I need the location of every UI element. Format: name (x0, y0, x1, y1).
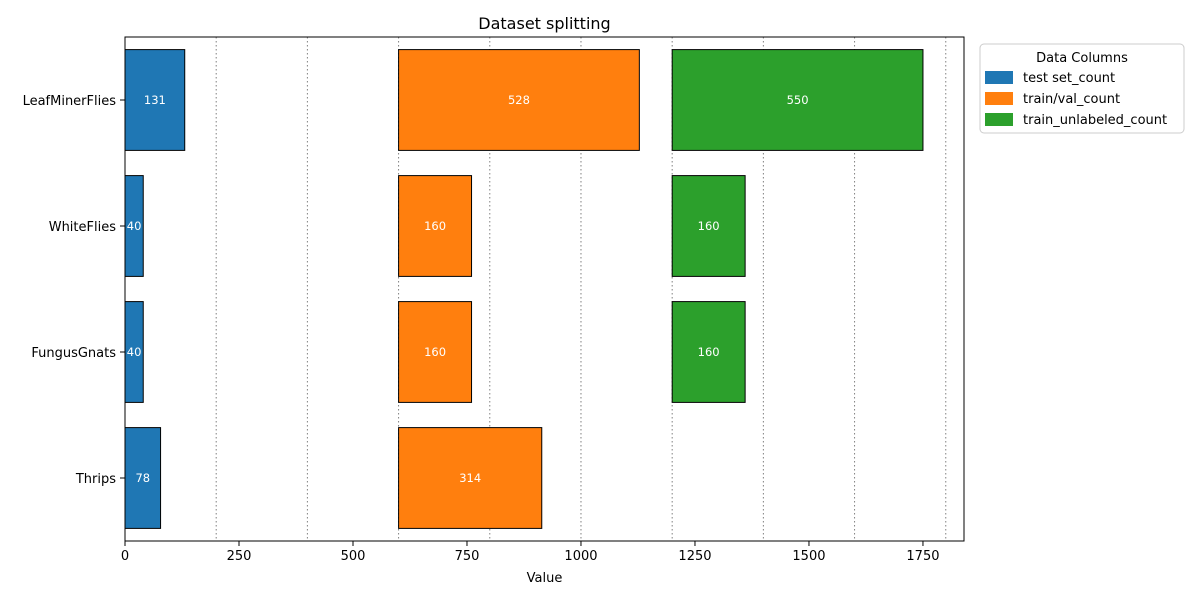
bar (124, 49, 186, 151)
bar (398, 427, 543, 529)
x-tick-label: 1750 (906, 549, 939, 564)
bar-value-label: 0 (675, 471, 682, 485)
x-tick-label: 0 (121, 549, 129, 564)
legend-swatch (985, 71, 1013, 84)
y-tick-label: Thrips (75, 472, 116, 487)
y-tick-label: WhiteFlies (49, 220, 116, 235)
axes (124, 36, 965, 542)
bar-value-label: 78 (135, 471, 150, 485)
bar (671, 301, 746, 403)
bar-value-label: 40 (127, 219, 142, 233)
x-tick-label: 750 (455, 549, 480, 564)
bar (398, 175, 473, 277)
bar-value-label: 160 (424, 345, 446, 359)
y-tick-label: LeafMinerFlies (23, 94, 117, 109)
bar (671, 175, 746, 277)
legend-label: train/val_count (1023, 92, 1120, 107)
bar-value-label: 160 (698, 345, 720, 359)
bar-value-label: 131 (144, 93, 166, 107)
x-axis-label: Value (527, 571, 563, 586)
bar-labels: 131 40 40 78 528 160 160 314 550 160 160 0 (127, 93, 809, 485)
legend-swatch (985, 92, 1013, 105)
legend-title: Data Columns (1036, 51, 1128, 66)
x-tick-label: 1250 (678, 549, 711, 564)
bar (398, 301, 473, 403)
x-tick-label: 250 (227, 549, 252, 564)
bar (671, 49, 924, 151)
bar-value-label: 528 (508, 93, 530, 107)
plot-frame (124, 36, 965, 542)
chart-title: Dataset splitting (478, 14, 610, 33)
bar-value-label: 550 (787, 93, 809, 107)
x-axis-ticks: 0 250 500 750 1000 1250 1500 1750 (121, 541, 940, 564)
legend: Data Columns test set_count train/val_cou… (979, 43, 1185, 134)
bars (124, 49, 924, 529)
legend-box (979, 43, 1185, 134)
bar (124, 427, 162, 529)
x-tick-label: 1500 (792, 549, 825, 564)
bar-value-label: 160 (424, 219, 446, 233)
legend-items: test set_count train/val_count train_unlab… (985, 71, 1167, 128)
legend-label: train_unlabeled_count (1023, 113, 1167, 128)
x-tick-label: 500 (341, 549, 366, 564)
y-axis-ticks: LeafMinerFlies WhiteFlies FungusGnats Thrip… (23, 94, 125, 487)
bar-value-label: 160 (698, 219, 720, 233)
x-tick-label: 1000 (564, 549, 597, 564)
bar (398, 49, 640, 151)
bar-value-label: 314 (459, 471, 481, 485)
legend-label: test set_count (1023, 71, 1115, 86)
y-tick-label: FungusGnats (31, 346, 116, 361)
bar-value-label: 40 (127, 345, 142, 359)
legend-swatch (985, 113, 1013, 126)
